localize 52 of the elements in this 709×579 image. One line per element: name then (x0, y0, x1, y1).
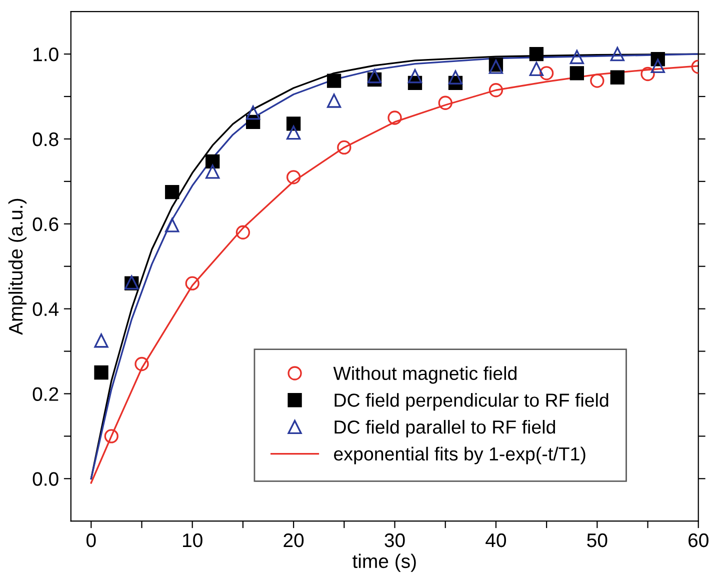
point (529, 46, 544, 62)
point (326, 74, 342, 88)
point (134, 356, 149, 372)
point (610, 46, 624, 62)
y-tick-label: 0.2 (32, 387, 58, 401)
point (94, 365, 108, 380)
point (286, 116, 301, 131)
point (610, 70, 624, 84)
y-tick-label: 0.6 (32, 217, 58, 232)
point (539, 66, 554, 80)
legend-label: Without magnetic field (333, 366, 516, 384)
x-tick-label: 10 (183, 533, 202, 548)
point (206, 154, 220, 169)
y-tick-label: 0.4 (32, 302, 59, 316)
point (337, 140, 352, 155)
x-tick-label: 30 (384, 533, 405, 548)
legend-label: DC field parallel to RF field (334, 420, 556, 438)
point (94, 334, 108, 348)
point (529, 62, 544, 76)
x-tick-label: 40 (486, 533, 506, 548)
point (408, 69, 422, 84)
y-tick-label: 0.8 (32, 132, 58, 146)
point (640, 66, 655, 82)
point (286, 126, 301, 140)
x-axis-title: time (s) (352, 554, 416, 572)
point (165, 184, 180, 200)
point (488, 83, 504, 98)
point (448, 70, 463, 84)
point (438, 96, 452, 110)
y-tick-label: 1.0 (34, 48, 58, 62)
point (570, 50, 584, 64)
legend-label: exponential fits by 1-exp(-t/T1) (334, 446, 586, 464)
point (650, 58, 665, 74)
point (286, 170, 301, 184)
point (104, 429, 118, 444)
point (206, 164, 220, 179)
point (570, 66, 584, 80)
x-tick-label: 20 (284, 533, 304, 548)
point (367, 69, 382, 84)
point (185, 276, 200, 290)
x-tick-label: 50 (587, 533, 608, 548)
point (326, 94, 342, 108)
x-tick-label: 0 (86, 533, 96, 548)
point (590, 74, 604, 88)
point (246, 106, 260, 120)
point (388, 110, 402, 125)
y-tick-label: 0.0 (32, 472, 58, 486)
legend-label: DC field perpendicular to RF field (334, 393, 608, 411)
point (165, 218, 180, 232)
point (236, 225, 250, 240)
x-tick-label: 60 (688, 533, 708, 548)
y-axis-title: Amplitude (a.u.) (8, 198, 27, 335)
